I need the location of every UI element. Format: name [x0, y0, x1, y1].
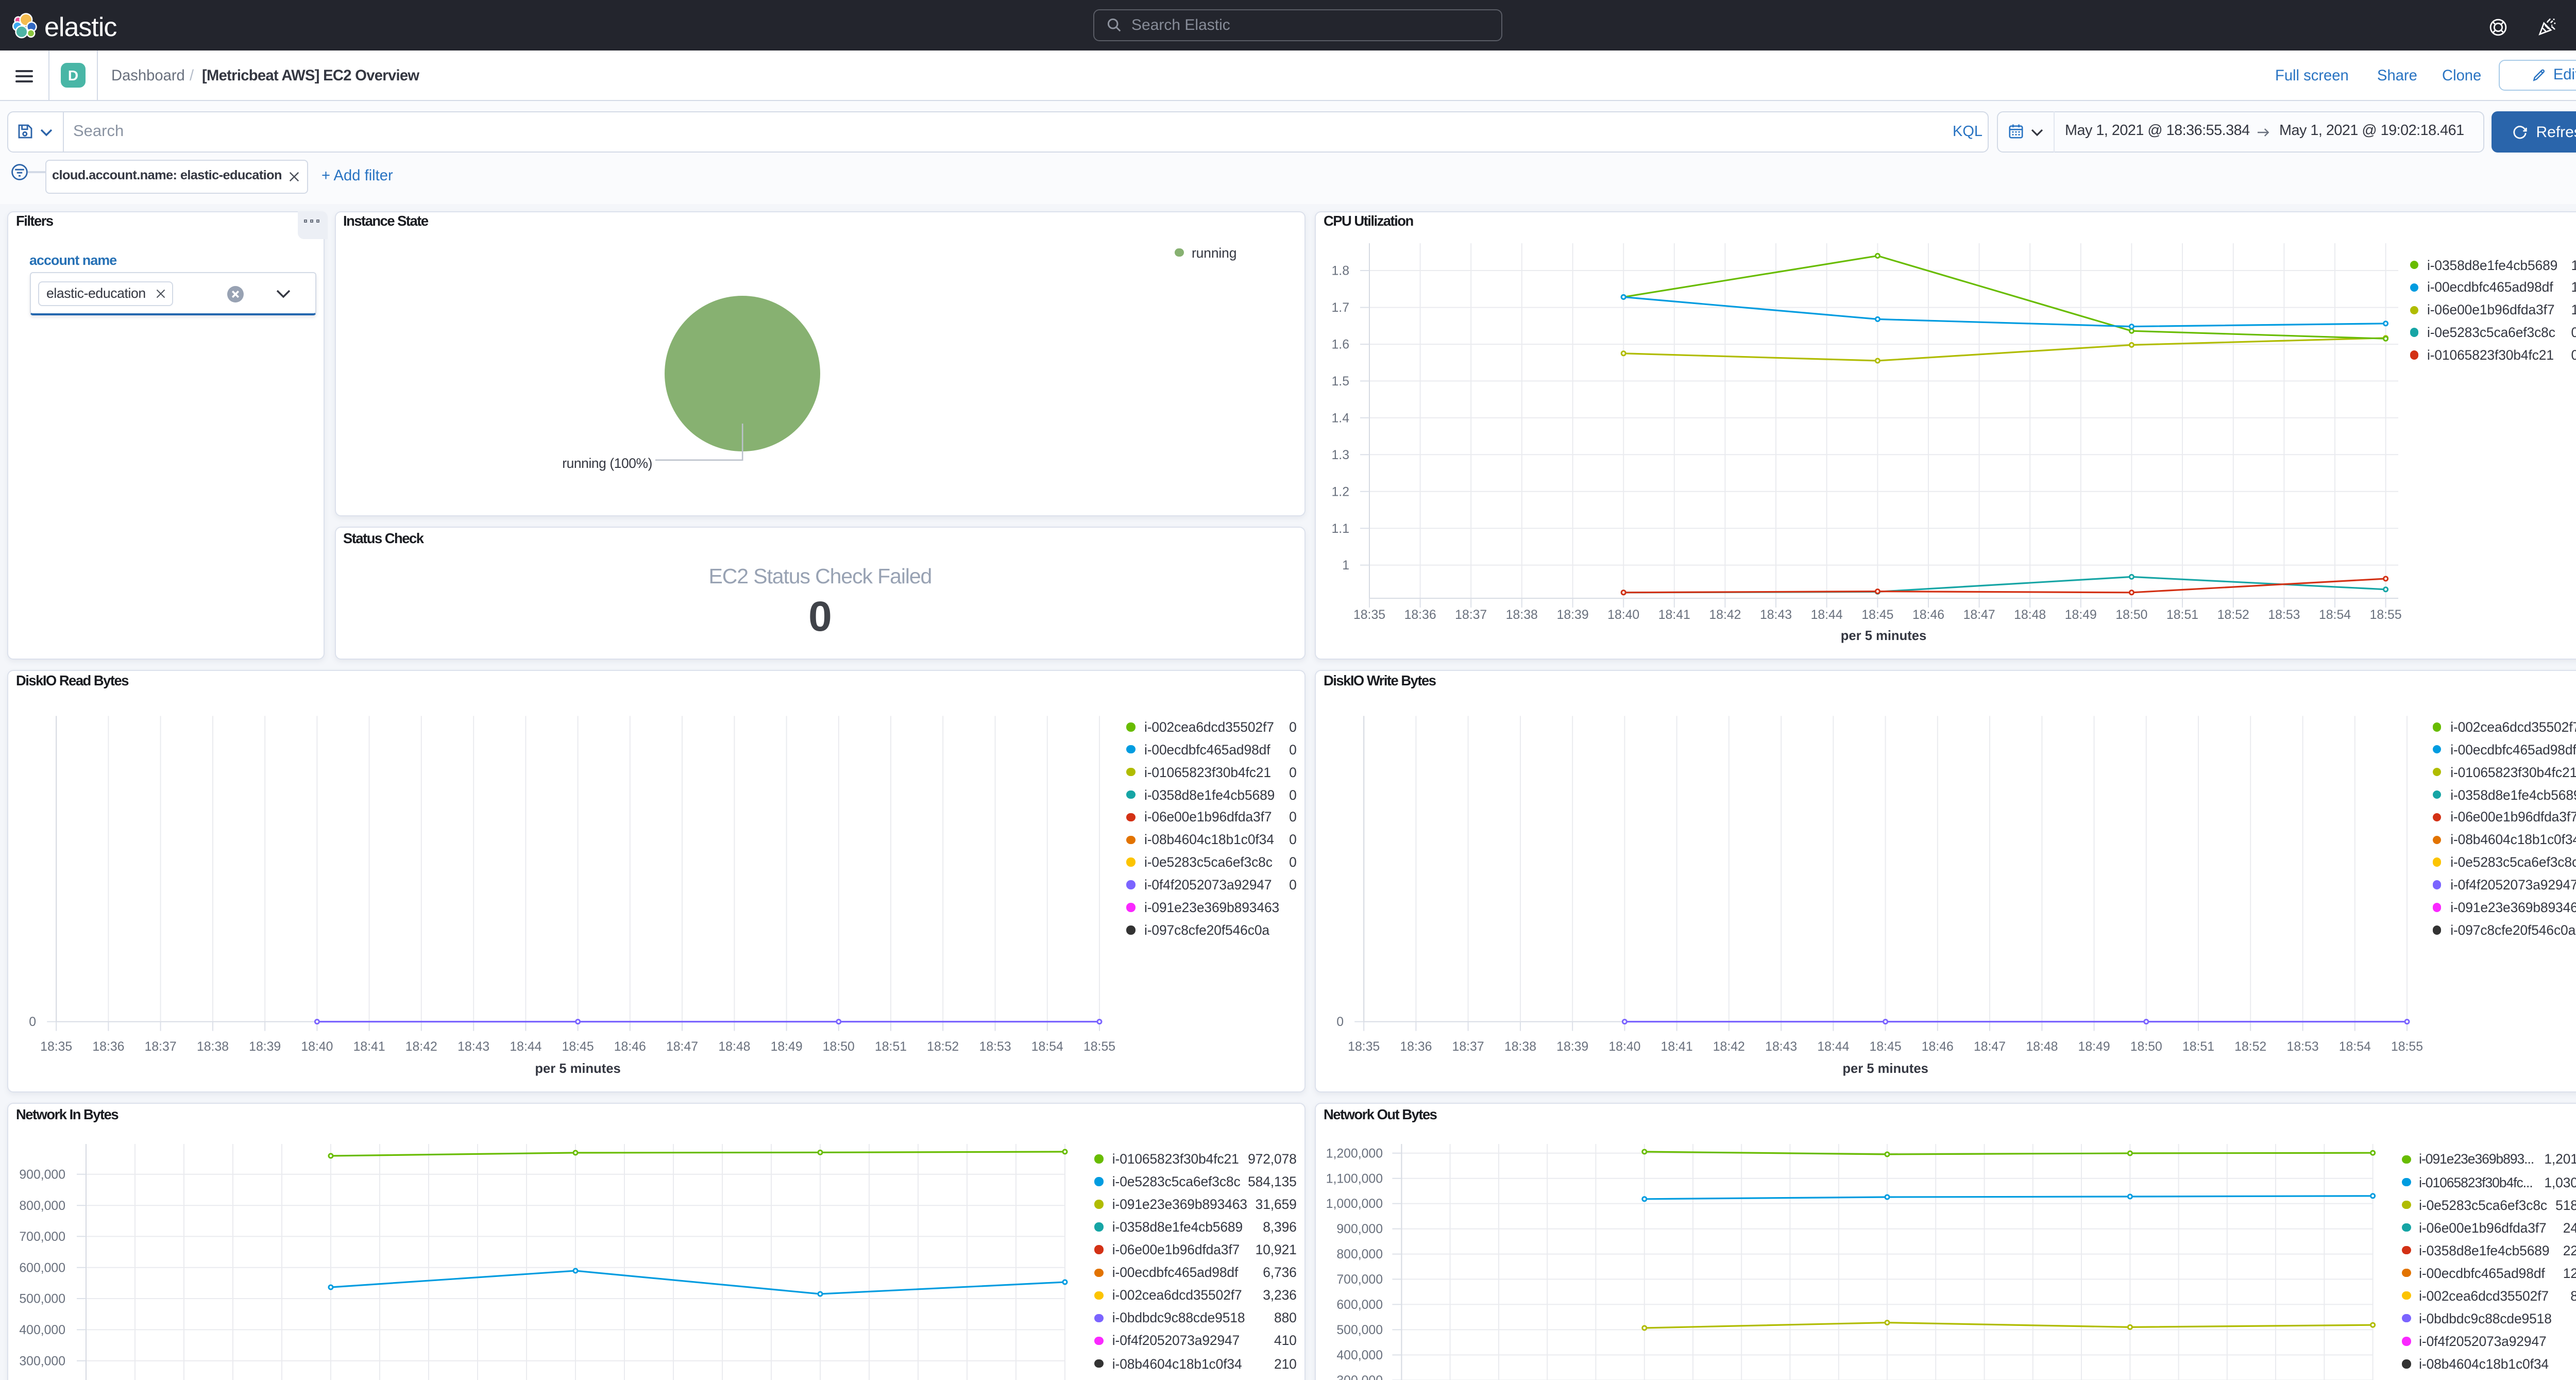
- svg-text:18:43: 18:43: [1766, 1040, 1798, 1054]
- svg-text:18:35: 18:35: [1353, 608, 1385, 622]
- svg-text:900,000: 900,000: [1336, 1222, 1383, 1236]
- svg-text:18:53: 18:53: [2287, 1040, 2319, 1054]
- svg-text:18:41: 18:41: [353, 1040, 385, 1054]
- svg-text:1: 1: [1342, 559, 1349, 573]
- svg-text:18:49: 18:49: [2078, 1040, 2110, 1054]
- svg-text:18:45: 18:45: [1870, 1040, 1902, 1054]
- svg-text:1.7: 1.7: [1332, 301, 1349, 315]
- svg-text:18:35: 18:35: [40, 1040, 72, 1054]
- svg-text:18:42: 18:42: [1709, 608, 1741, 622]
- svg-text:18:35: 18:35: [1348, 1040, 1380, 1054]
- svg-text:18:54: 18:54: [2319, 608, 2351, 622]
- svg-text:18:36: 18:36: [92, 1040, 124, 1054]
- svg-text:300,000: 300,000: [19, 1354, 65, 1368]
- svg-text:18:54: 18:54: [1031, 1040, 1063, 1054]
- svg-text:18:46: 18:46: [1912, 608, 1944, 622]
- svg-text:1.8: 1.8: [1332, 264, 1349, 278]
- svg-text:18:37: 18:37: [145, 1040, 177, 1054]
- svg-text:0: 0: [1337, 1015, 1344, 1029]
- svg-text:18:43: 18:43: [1760, 608, 1792, 622]
- svg-text:18:47: 18:47: [1963, 608, 1995, 622]
- svg-text:per 5 minutes: per 5 minutes: [535, 1062, 620, 1076]
- svg-text:18:52: 18:52: [927, 1040, 959, 1054]
- svg-text:1.6: 1.6: [1332, 338, 1349, 352]
- svg-text:1,000,000: 1,000,000: [1326, 1197, 1383, 1211]
- svg-text:1.5: 1.5: [1332, 375, 1349, 389]
- svg-text:18:47: 18:47: [1974, 1040, 2006, 1054]
- svg-text:18:49: 18:49: [771, 1040, 803, 1054]
- svg-text:18:40: 18:40: [1607, 608, 1639, 622]
- svg-text:18:36: 18:36: [1404, 608, 1436, 622]
- svg-text:18:55: 18:55: [2392, 1040, 2424, 1054]
- svg-text:400,000: 400,000: [19, 1323, 65, 1337]
- svg-text:800,000: 800,000: [1336, 1248, 1383, 1261]
- svg-text:18:38: 18:38: [1505, 1040, 1537, 1054]
- svg-text:1.3: 1.3: [1332, 448, 1349, 462]
- svg-text:500,000: 500,000: [19, 1292, 65, 1306]
- svg-text:18:39: 18:39: [1557, 608, 1589, 622]
- svg-text:18:41: 18:41: [1658, 608, 1690, 622]
- svg-text:18:54: 18:54: [2340, 1040, 2371, 1054]
- svg-text:18:52: 18:52: [2217, 608, 2249, 622]
- svg-text:300,000: 300,000: [1336, 1374, 1383, 1380]
- svg-text:18:46: 18:46: [614, 1040, 646, 1054]
- svg-text:18:42: 18:42: [405, 1040, 437, 1054]
- svg-text:18:47: 18:47: [666, 1040, 698, 1054]
- svg-text:18:50: 18:50: [2131, 1040, 2163, 1054]
- svg-text:18:41: 18:41: [1661, 1040, 1693, 1054]
- svg-text:600,000: 600,000: [1336, 1298, 1383, 1312]
- svg-text:700,000: 700,000: [19, 1230, 65, 1244]
- svg-text:400,000: 400,000: [1336, 1349, 1383, 1362]
- svg-text:18:55: 18:55: [2370, 608, 2402, 622]
- svg-text:18:53: 18:53: [2268, 608, 2300, 622]
- svg-text:1,200,000: 1,200,000: [1326, 1147, 1383, 1160]
- svg-text:700,000: 700,000: [1336, 1273, 1383, 1287]
- svg-text:600,000: 600,000: [19, 1261, 65, 1275]
- svg-text:18:43: 18:43: [457, 1040, 489, 1054]
- svg-text:500,000: 500,000: [1336, 1323, 1383, 1337]
- svg-text:per 5 minutes: per 5 minutes: [1843, 1062, 1928, 1076]
- svg-text:18:45: 18:45: [562, 1040, 594, 1054]
- svg-text:18:38: 18:38: [1506, 608, 1538, 622]
- svg-text:18:51: 18:51: [2183, 1040, 2215, 1054]
- svg-text:18:40: 18:40: [301, 1040, 333, 1054]
- svg-text:18:46: 18:46: [1922, 1040, 1954, 1054]
- svg-text:18:50: 18:50: [823, 1040, 855, 1054]
- svg-text:18:48: 18:48: [2014, 608, 2046, 622]
- svg-text:18:49: 18:49: [2065, 608, 2097, 622]
- svg-text:18:48: 18:48: [718, 1040, 750, 1054]
- svg-text:18:44: 18:44: [1818, 1040, 1850, 1054]
- svg-text:1.4: 1.4: [1332, 411, 1350, 425]
- svg-text:18:55: 18:55: [1083, 1040, 1115, 1054]
- svg-text:18:50: 18:50: [2115, 608, 2147, 622]
- svg-text:18:44: 18:44: [1811, 608, 1843, 622]
- svg-text:18:37: 18:37: [1455, 608, 1487, 622]
- svg-text:18:44: 18:44: [510, 1040, 541, 1054]
- svg-text:1,100,000: 1,100,000: [1326, 1172, 1383, 1186]
- svg-text:18:48: 18:48: [2026, 1040, 2058, 1054]
- svg-text:800,000: 800,000: [19, 1199, 65, 1213]
- svg-text:18:42: 18:42: [1714, 1040, 1745, 1054]
- svg-text:900,000: 900,000: [19, 1168, 65, 1182]
- svg-text:1.2: 1.2: [1332, 485, 1349, 499]
- svg-text:per 5 minutes: per 5 minutes: [1841, 629, 1926, 643]
- svg-text:18:38: 18:38: [197, 1040, 229, 1054]
- svg-text:18:53: 18:53: [979, 1040, 1011, 1054]
- svg-text:18:52: 18:52: [2235, 1040, 2267, 1054]
- svg-text:18:51: 18:51: [2166, 608, 2198, 622]
- svg-text:18:51: 18:51: [875, 1040, 907, 1054]
- svg-text:18:39: 18:39: [1557, 1040, 1589, 1054]
- svg-text:18:45: 18:45: [1861, 608, 1893, 622]
- svg-text:0: 0: [29, 1015, 36, 1029]
- svg-text:18:39: 18:39: [249, 1040, 281, 1054]
- svg-text:18:36: 18:36: [1400, 1040, 1432, 1054]
- svg-text:18:37: 18:37: [1452, 1040, 1484, 1054]
- svg-text:18:40: 18:40: [1609, 1040, 1641, 1054]
- svg-text:1.1: 1.1: [1332, 522, 1349, 536]
